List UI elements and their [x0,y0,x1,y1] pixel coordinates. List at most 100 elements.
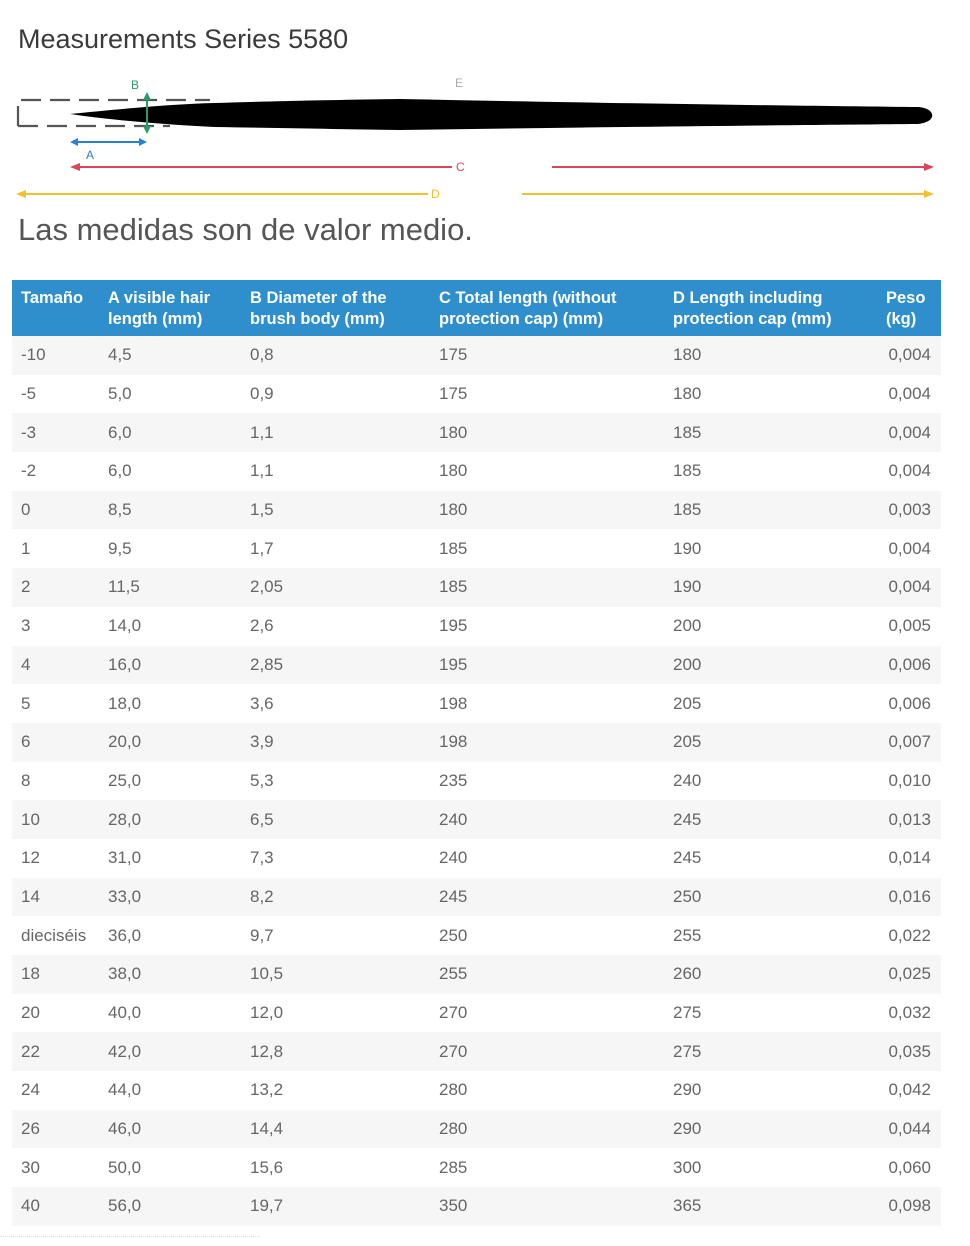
cell-length-with-cap: 185 [664,490,877,530]
cell-hair-length: 4,5 [99,336,241,375]
average-values-note: Las medidas son de valor medio. [18,212,473,247]
cell-size: 26 [12,1109,99,1149]
dimension-d-label: D [431,187,440,201]
cell-diameter: 0,9 [241,374,430,414]
table-header-row: Tamaño A visible hair length (mm) B Diam… [12,280,941,336]
cell-weight: 0,044 [877,1109,941,1149]
cell-total-length: 250 [430,916,664,955]
cell-length-with-cap: 240 [664,761,877,801]
cell-size: -5 [12,374,99,414]
cell-diameter: 10,5 [241,955,430,994]
cell-total-length: 235 [430,761,664,801]
cell-weight: 0,098 [877,1187,941,1226]
cell-length-with-cap: 275 [664,993,877,1033]
table-row: 1 9,5 1,7 185 190 0,004 [12,529,941,569]
cell-weight: 0,025 [877,955,941,994]
cell-diameter: 14,4 [241,1109,430,1149]
cell-total-length: 245 [430,877,664,917]
cell-hair-length: 36,0 [99,916,241,955]
cell-diameter: 5,3 [241,761,430,801]
cell-total-length: 285 [430,1148,664,1188]
cell-weight: 0,007 [877,722,941,762]
measurements-table: Tamaño A visible hair length (mm) B Diam… [12,280,941,1226]
cell-length-with-cap: 245 [664,838,877,878]
cell-length-with-cap: 275 [664,1032,877,1072]
cell-weight: 0,010 [877,761,941,801]
cell-weight: 0,004 [877,568,941,607]
cell-length-with-cap: 200 [664,606,877,646]
cell-hair-length: 28,0 [99,800,241,839]
cell-diameter: 12,0 [241,993,430,1033]
cell-diameter: 7,3 [241,838,430,878]
cell-hair-length: 56,0 [99,1187,241,1226]
cell-diameter: 1,1 [241,452,430,491]
cell-size: 40 [12,1187,99,1226]
cell-diameter: 2,6 [241,606,430,646]
table-row: 18 38,0 10,5 255 260 0,025 [12,955,941,994]
cell-hair-length: 11,5 [99,568,241,607]
table-row: 6 20,0 3,9 198 205 0,007 [12,722,941,762]
cell-size: 30 [12,1148,99,1188]
cell-diameter: 12,8 [241,1032,430,1072]
cell-weight: 0,005 [877,606,941,646]
dimension-c-arrow-left [70,163,80,171]
cell-size: 2 [12,568,99,607]
cell-length-with-cap: 190 [664,529,877,569]
cell-size: 12 [12,838,99,878]
cell-size: 14 [12,877,99,917]
cell-hair-length: 44,0 [99,1071,241,1110]
cell-size: 20 [12,993,99,1033]
cell-hair-length: 38,0 [99,955,241,994]
cell-total-length: 270 [430,993,664,1033]
dimension-b-arrow-top [143,92,151,100]
dimension-c-label: C [456,160,465,174]
cell-diameter: 6,5 [241,800,430,839]
cell-hair-length: 20,0 [99,722,241,762]
table-row: 10 28,0 6,5 240 245 0,013 [12,800,941,839]
cell-length-with-cap: 200 [664,645,877,685]
table-row: 30 50,0 15,6 285 300 0,060 [12,1148,941,1188]
cell-length-with-cap: 205 [664,722,877,762]
cell-total-length: 180 [430,490,664,530]
cell-diameter: 3,9 [241,722,430,762]
cell-weight: 0,013 [877,800,941,839]
table-row: 20 40,0 12,0 270 275 0,032 [12,993,941,1033]
cell-size: 18 [12,955,99,994]
cell-weight: 0,004 [877,452,941,491]
cell-length-with-cap: 185 [664,452,877,491]
cell-length-with-cap: 290 [664,1109,877,1149]
dimension-b-arrow-bottom [143,126,151,134]
table-row: 4 16,0 2,85 195 200 0,006 [12,645,941,685]
cell-hair-length: 18,0 [99,684,241,723]
cell-total-length: 198 [430,722,664,762]
table-row: 40 56,0 19,7 350 365 0,098 [12,1187,941,1226]
cell-hair-length: 8,5 [99,490,241,530]
cell-total-length: 180 [430,413,664,453]
cell-size: 1 [12,529,99,569]
cell-total-length: 175 [430,374,664,414]
brush-silhouette [70,99,933,130]
cell-size: 24 [12,1071,99,1110]
cell-weight: 0,016 [877,877,941,917]
cell-weight: 0,006 [877,645,941,685]
cell-weight: 0,035 [877,1032,941,1072]
cell-hair-length: 5,0 [99,374,241,414]
table-row: -2 6,0 1,1 180 185 0,004 [12,452,941,491]
dimension-a-arrow-right [139,138,147,146]
table-row: 2 11,5 2,05 185 190 0,004 [12,568,941,607]
cell-length-with-cap: 290 [664,1071,877,1110]
cell-hair-length: 14,0 [99,606,241,646]
table-row: 12 31,0 7,3 240 245 0,014 [12,838,941,878]
cell-length-with-cap: 260 [664,955,877,994]
table-row: -3 6,0 1,1 180 185 0,004 [12,413,941,453]
table-row: 8 25,0 5,3 235 240 0,010 [12,761,941,801]
cell-diameter: 1,7 [241,529,430,569]
cell-weight: 0,004 [877,336,941,375]
table-row: 14 33,0 8,2 245 250 0,016 [12,877,941,917]
header-length-with-cap: D Length including protection cap (mm) [664,280,877,336]
cell-size: -3 [12,413,99,453]
cell-hair-length: 33,0 [99,877,241,917]
cell-length-with-cap: 365 [664,1187,877,1226]
cell-hair-length: 6,0 [99,452,241,491]
cell-weight: 0,006 [877,684,941,723]
